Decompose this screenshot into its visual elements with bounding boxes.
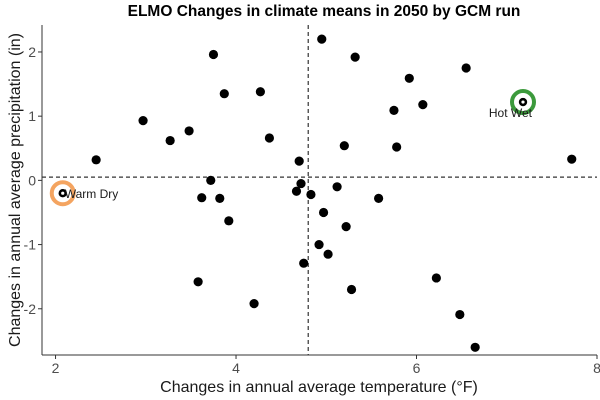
data-point [392, 142, 402, 152]
data-point [332, 182, 342, 192]
data-point [299, 258, 309, 268]
data-point [294, 156, 304, 166]
data-point [165, 135, 175, 146]
highlight-label: Warm Dry [65, 187, 119, 201]
data-point [339, 141, 349, 151]
data-point [317, 34, 327, 44]
data-point [455, 309, 465, 320]
data-point [341, 221, 351, 232]
y-tick-label: 0 [28, 172, 36, 188]
highlight-ring [510, 89, 536, 116]
x-tick-label: 6 [413, 360, 421, 376]
data-point [314, 239, 324, 250]
data-point [206, 175, 216, 185]
data-point [346, 284, 357, 295]
x-tick-label: 2 [52, 360, 60, 376]
highlight-point-center [61, 191, 65, 195]
y-ticks: -2 -1 0 1 2 [24, 44, 42, 317]
data-point [374, 193, 384, 203]
chart-title: ELMO Changes in climate means in 2050 by… [128, 3, 521, 20]
y-tick-label: -2 [24, 301, 37, 317]
data-point [249, 299, 259, 309]
y-axis-title: Changes in annual average precipitation … [7, 33, 24, 347]
reference-lines [42, 25, 597, 355]
data-points [91, 34, 577, 352]
data-point [470, 342, 480, 352]
data-point [255, 87, 265, 97]
data-point [219, 89, 229, 99]
data-point [193, 277, 203, 287]
data-point [404, 73, 414, 83]
data-point [461, 63, 471, 73]
y-tick-label: 1 [28, 108, 36, 124]
data-point [296, 178, 306, 189]
data-point [418, 100, 428, 110]
data-point [431, 273, 441, 283]
data-point [184, 126, 194, 136]
data-point [567, 154, 577, 164]
axes [41, 25, 597, 356]
data-point [389, 105, 399, 115]
highlight-point-center [521, 100, 525, 104]
highlight-rings [49, 89, 536, 207]
highlight-label: Hot Wet [489, 106, 533, 120]
data-point [323, 249, 333, 259]
data-point [318, 207, 329, 218]
data-point [208, 49, 219, 60]
y-tick-label: 2 [28, 44, 36, 60]
x-ticks: 2 4 6 8 [52, 355, 600, 376]
data-point [224, 216, 234, 226]
annotations: Warm Dry Hot Wet [58, 97, 533, 201]
x-axis-title: Changes in annual average temperature (°… [160, 379, 478, 396]
data-point [197, 193, 207, 203]
data-point [306, 189, 316, 200]
highlight-ring [49, 180, 76, 207]
data-point [215, 193, 225, 203]
data-point [350, 52, 360, 62]
x-tick-label: 4 [232, 360, 240, 376]
y-tick-label: -1 [24, 237, 37, 253]
data-point [91, 155, 101, 165]
data-point [291, 186, 302, 196]
data-point [264, 133, 275, 143]
x-tick-label: 8 [593, 360, 600, 376]
data-point [138, 116, 148, 126]
